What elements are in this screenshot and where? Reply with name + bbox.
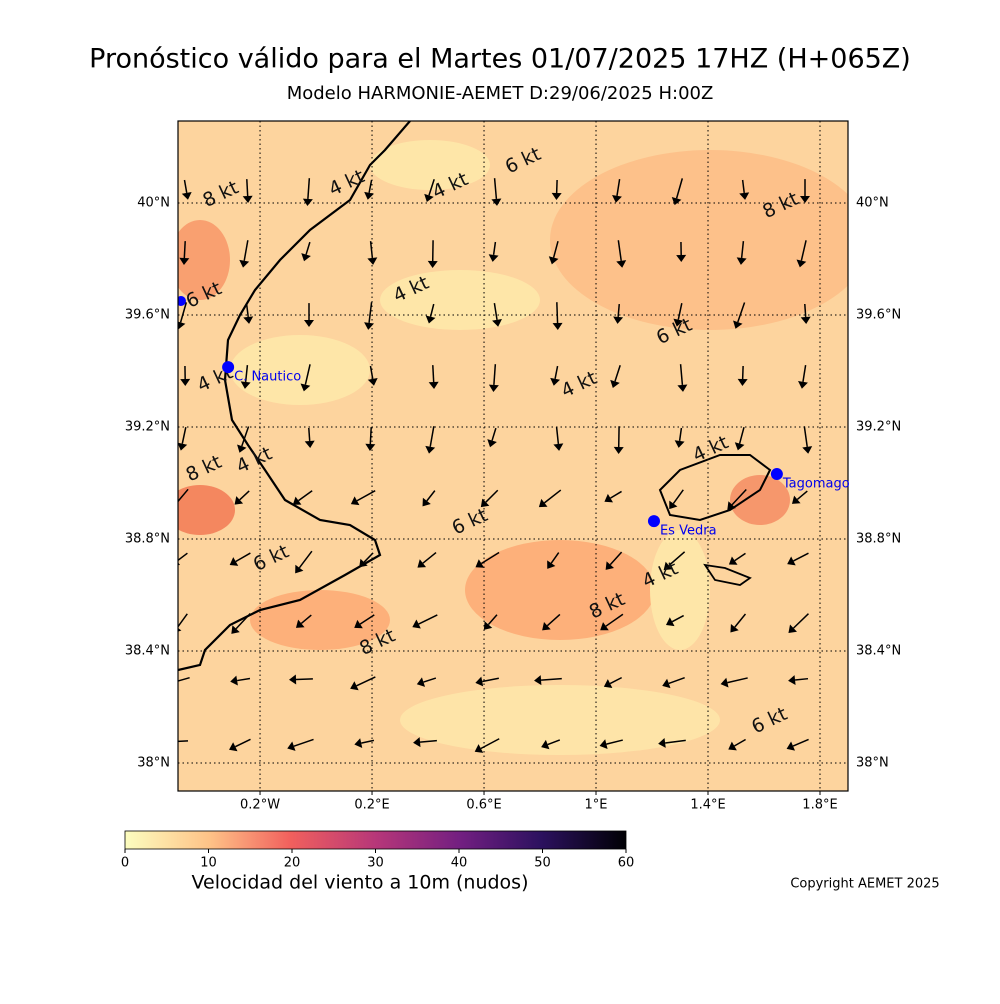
colorbar-label: Velocidad del viento a 10m (nudos)	[192, 872, 529, 894]
wind-arrow-head	[168, 737, 175, 747]
station-marker	[648, 515, 660, 527]
wind-arrow-head	[665, 802, 673, 811]
colorbar-tick-label: 20	[284, 856, 301, 871]
wind-arrow	[166, 802, 188, 812]
map-field	[163, 121, 870, 814]
wind-arrow-shaft	[184, 241, 185, 258]
colorbar-tick-label: 30	[367, 856, 384, 871]
colorbar-tick-label: 10	[200, 856, 217, 871]
wind-arrow-head	[225, 802, 233, 812]
wind-arrow	[292, 799, 312, 809]
colorbar-tick-label: 50	[534, 856, 551, 871]
wind-arrow-shaft	[731, 802, 747, 807]
wind-arrow-head	[166, 803, 174, 812]
colorbar-tick-label: 0	[121, 856, 129, 871]
station-marker	[771, 468, 783, 480]
copyright: Copyright AEMET 2025	[790, 877, 939, 892]
station-name: Es Vedra	[660, 524, 717, 539]
wind-arrow-shaft	[175, 741, 188, 742]
y-tick-label: 38°N	[137, 756, 170, 771]
wind-arrow	[537, 800, 561, 810]
x-tick-label: 0.2°E	[354, 798, 389, 813]
y-tick-label-right: 38.4°N	[856, 644, 901, 659]
wind-arrow-shaft	[557, 302, 558, 323]
wind-arrow-shaft	[247, 179, 248, 196]
wind-arrow-shaft	[370, 427, 371, 444]
wind-arrow-head	[537, 800, 545, 810]
colorbar	[125, 831, 626, 849]
wind-arrow	[724, 802, 747, 812]
station-name: Tagomago	[782, 477, 850, 492]
x-tick-label: 1.4°E	[690, 798, 725, 813]
colorbar-tick-label: 60	[618, 856, 635, 871]
wind-arrow-head	[163, 679, 171, 689]
y-tick-label-right: 39.2°N	[856, 420, 901, 435]
subtitle: Modelo HARMONIE-AEMET D:29/06/2025 H:00Z	[287, 83, 714, 104]
station-name: C. Nautico	[234, 370, 301, 385]
wind-arrow	[412, 801, 438, 813]
wind-arrow-head	[782, 801, 790, 811]
x-tick-label: 1.8°E	[802, 798, 837, 813]
title: Pronóstico válido para el Martes 01/07/2…	[89, 44, 911, 75]
y-tick-label: 38.4°N	[125, 644, 170, 659]
y-tick-label: 38.8°N	[125, 532, 170, 547]
wind-arrow-shaft	[296, 679, 313, 680]
wind-arrow-shaft	[418, 801, 437, 809]
x-tick-label: 0.2°W	[240, 798, 280, 813]
y-tick-label-right: 38.8°N	[856, 532, 901, 547]
wind-arrow-head	[292, 799, 299, 809]
y-tick-label-right: 40°N	[856, 196, 889, 211]
x-tick-label: 0.6°E	[466, 798, 501, 813]
wind-arrow-shaft	[299, 803, 312, 804]
y-tick-label: 40°N	[137, 196, 170, 211]
x-tick-label: 1°E	[585, 798, 608, 813]
wind-arrow-shaft	[433, 365, 434, 382]
y-tick-label: 39.2°N	[125, 420, 170, 435]
wind-arrow-head	[412, 804, 420, 813]
wind-arrow	[665, 802, 683, 812]
y-tick-label: 39.6°N	[125, 308, 170, 323]
station-marker	[222, 361, 234, 373]
wind-arrow-shaft	[672, 802, 684, 807]
y-tick-label-right: 38°N	[856, 756, 889, 771]
wind-arrow-head	[170, 502, 178, 511]
wind-arrow-shaft	[309, 428, 310, 441]
wind-arrow-shaft	[544, 802, 561, 804]
y-tick-label-right: 39.6°N	[856, 308, 901, 323]
colorbar-tick-label: 40	[451, 856, 468, 871]
wind-arrow-shaft	[173, 802, 189, 808]
